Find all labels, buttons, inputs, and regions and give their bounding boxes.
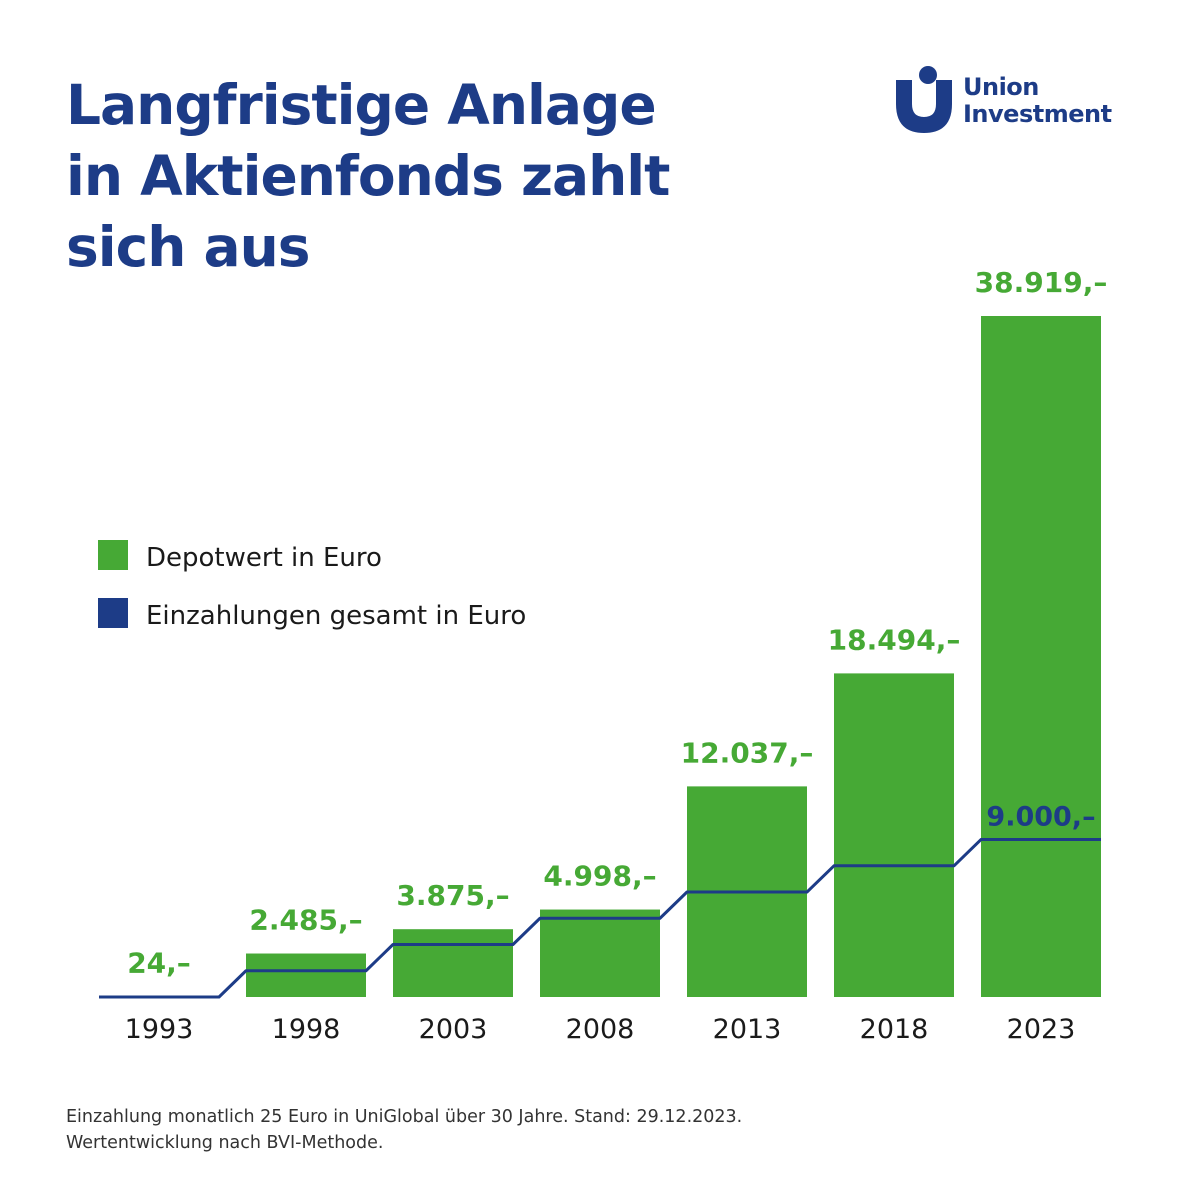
title-line-2: in Aktienfonds zahlt	[66, 144, 670, 208]
bar-1998	[246, 953, 366, 997]
x-tick-label-2023: 2023	[1007, 1014, 1076, 1045]
page-title: Langfristige Anlage in Aktienfonds zahlt…	[66, 70, 670, 283]
x-tick-label-2003: 2003	[419, 1014, 488, 1045]
x-tick-label-2013: 2013	[713, 1014, 782, 1045]
bar-value-label-2003: 3.875,–	[396, 879, 509, 912]
deposit-step-line	[99, 838, 1101, 999]
x-tick-label-2008: 2008	[566, 1014, 635, 1045]
brand-name-line-1: Union	[963, 73, 1039, 101]
union-investment-logo-icon	[896, 66, 952, 133]
footnote: Einzahlung monatlich 25 Euro in UniGloba…	[66, 1104, 742, 1156]
brand-name-line-2: Investment	[963, 100, 1112, 128]
bar-value-label-2023: 38.919,–	[975, 266, 1108, 299]
bar-2003	[393, 929, 513, 997]
legend-label-1: Depotwert in Euro	[146, 543, 382, 573]
line-value-label-2023: 9.000,–	[986, 802, 1095, 833]
x-tick-label-2018: 2018	[860, 1014, 929, 1045]
title-line-1: Langfristige Anlage	[66, 73, 657, 137]
bars	[99, 316, 1101, 997]
bar-value-label-1993: 24,–	[127, 947, 191, 980]
x-tick-label-1998: 1998	[272, 1014, 341, 1045]
footnote-line-1: Einzahlung monatlich 25 Euro in UniGloba…	[66, 1107, 743, 1127]
bar-2023	[981, 316, 1101, 997]
bar-2008	[540, 909, 660, 997]
value-labels: 24,– 2.485,– 3.875,– 4.998,– 12.037,– 18.494,…	[127, 266, 1107, 980]
bar-value-label-2013: 12.037,–	[681, 736, 814, 769]
x-tick-label-1993: 1993	[125, 1014, 194, 1045]
legend-label-2: Einzahlungen gesamt in Euro	[146, 601, 526, 631]
bar-value-label-2018: 18.494,–	[828, 623, 961, 656]
brand-name: Union Investment	[963, 74, 1112, 128]
footnote-line-2: Wertentwicklung nach BVI-Methode.	[66, 1133, 384, 1153]
chart-legend: Depotwert in Euro Einzahlungen gesamt in …	[98, 540, 526, 631]
title-line-3: sich aus	[66, 215, 311, 279]
x-axis-ticks: 1993 1998 2003 2008 2013 2018 2023	[125, 1014, 1076, 1045]
deposit-line-layer	[99, 838, 1101, 999]
brand-logo: Union Investment	[893, 66, 1143, 146]
legend-swatch-1	[98, 540, 128, 570]
legend-swatch-2	[98, 598, 128, 628]
bar-2018	[834, 673, 954, 997]
bar-value-label-2008: 4.998,–	[543, 860, 656, 893]
bar-value-label-1998: 2.485,–	[249, 904, 362, 937]
